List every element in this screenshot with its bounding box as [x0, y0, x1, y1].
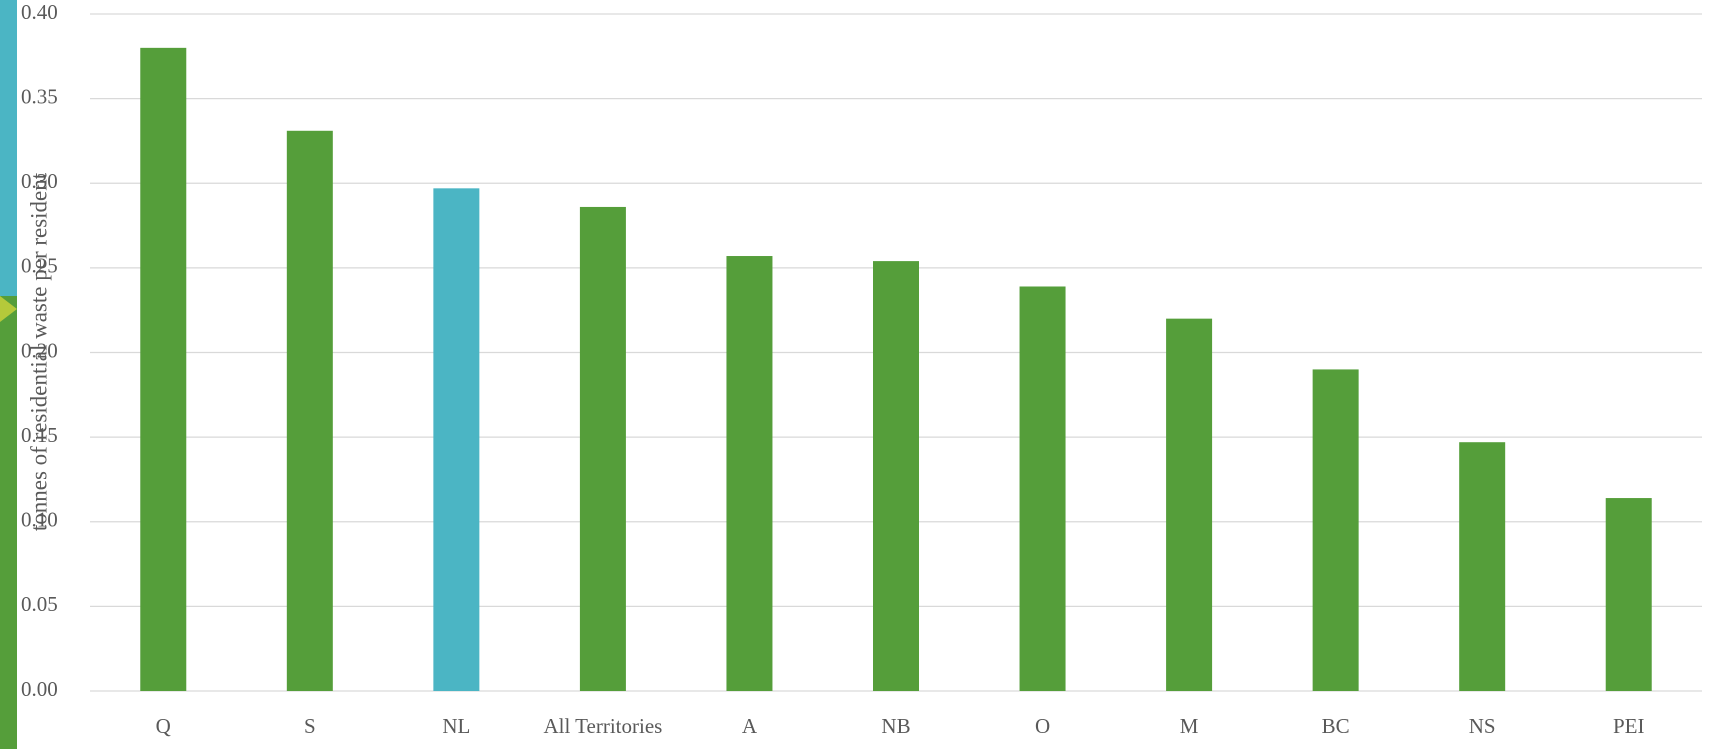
- y-tick-label: 0.10: [21, 508, 58, 532]
- x-tick-label: M: [1180, 714, 1199, 738]
- bar: [433, 188, 480, 691]
- y-tick-label: 0.15: [21, 423, 58, 447]
- x-tick-label: O: [1035, 714, 1050, 738]
- y-tick-label: 0.20: [21, 338, 58, 362]
- side-strip-green: [0, 296, 17, 749]
- y-axis-label: tonnes of residential waste per resident: [26, 172, 51, 531]
- side-strip-teal: [0, 0, 17, 296]
- x-tick-label: NL: [442, 714, 470, 738]
- bar: [873, 261, 919, 691]
- x-tick-label: A: [742, 714, 758, 738]
- x-tick-label: S: [304, 714, 316, 738]
- y-tick-label: 0.25: [21, 254, 58, 278]
- bar: [1166, 318, 1213, 691]
- x-tick-label: NB: [881, 714, 910, 738]
- bar: [726, 256, 773, 691]
- x-tick-label: All Territories: [543, 714, 662, 738]
- x-tick-label: BC: [1322, 714, 1350, 738]
- bar: [1019, 286, 1066, 691]
- x-tick-label: PEI: [1613, 714, 1645, 738]
- bar: [286, 130, 333, 692]
- y-tick-label: 0.05: [21, 592, 58, 616]
- bar: [579, 206, 626, 691]
- y-tick-label: 0.40: [21, 0, 58, 24]
- bar: [1605, 498, 1652, 691]
- x-tick-label: Q: [156, 714, 171, 738]
- side-strip-marker: [0, 296, 17, 322]
- bar: [1312, 369, 1359, 691]
- bar: [1459, 442, 1506, 691]
- bar: [140, 47, 187, 692]
- y-tick-label: 0.35: [21, 84, 58, 108]
- y-tick-label: 0.30: [21, 169, 58, 193]
- y-tick-label: 0.00: [21, 677, 58, 701]
- x-tick-label: NS: [1469, 714, 1496, 738]
